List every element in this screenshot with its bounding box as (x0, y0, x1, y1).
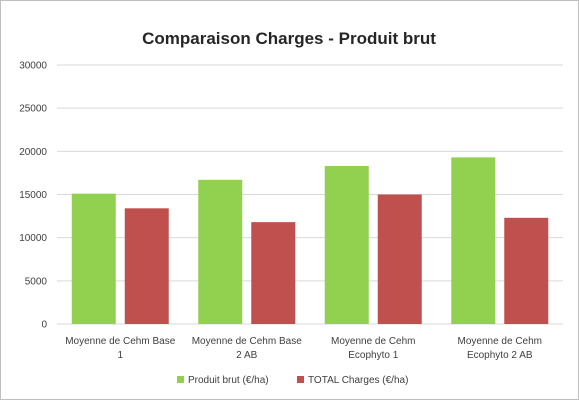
x-category-label: Ecophyto 2 AB (467, 350, 533, 361)
bar-total-charges (504, 217, 549, 324)
y-tick-label: 15000 (19, 190, 47, 201)
legend-label: Produit brut (€/ha) (188, 375, 269, 386)
bar-produit-brut (324, 166, 369, 324)
x-category-label: 2 AB (236, 350, 257, 361)
x-category-label: Moyenne de Cehm (458, 336, 543, 347)
bar-total-charges (377, 194, 422, 324)
y-axis-tick-labels: 0 5000 10000 15000 20000 25000 30000 (19, 61, 47, 331)
bar-produit-brut (451, 157, 496, 324)
y-tick-label: 0 (41, 320, 47, 331)
legend-swatch (177, 376, 184, 383)
bar-total-charges (124, 208, 169, 324)
legend-swatch (297, 376, 304, 383)
y-tick-label: 5000 (25, 276, 48, 287)
y-tick-label: 10000 (19, 233, 47, 244)
y-tick-label: 20000 (19, 147, 47, 158)
x-category-label: Moyenne de Cehm (331, 336, 416, 347)
legend-label: TOTAL Charges (€/ha) (308, 375, 408, 386)
bars (71, 157, 549, 324)
bar-produit-brut (198, 179, 243, 324)
x-category-label: 1 (117, 350, 123, 361)
chart-title: Comparaison Charges - Produit brut (142, 29, 436, 48)
bar-produit-brut (71, 193, 116, 324)
y-tick-label: 25000 (19, 104, 47, 115)
y-tick-label: 30000 (19, 61, 47, 72)
x-category-label: Moyenne de Cehm Base (65, 336, 176, 347)
legend: Produit brut (€/ha) TOTAL Charges (€/ha) (177, 375, 408, 386)
x-category-label: Moyenne de Cehm Base (192, 336, 303, 347)
x-category-label: Ecophyto 1 (348, 350, 398, 361)
bar-total-charges (251, 222, 296, 324)
x-axis-category-labels: Moyenne de Cehm Base 1 Moyenne de Cehm Bas… (65, 336, 542, 361)
